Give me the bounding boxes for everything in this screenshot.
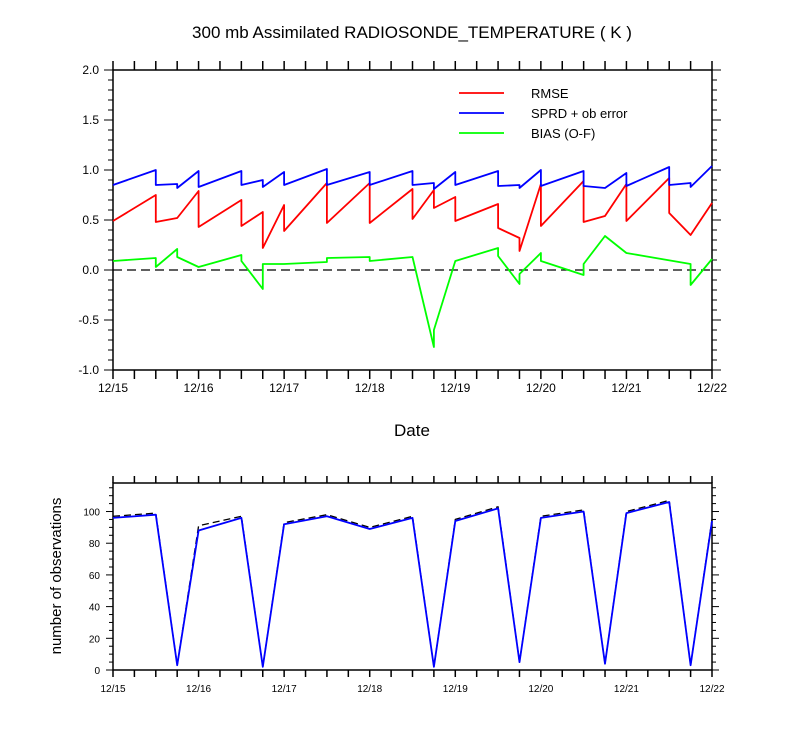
x-tick-label: 12/17 xyxy=(272,684,297,695)
series-line-rmse xyxy=(112,177,713,252)
x-tick-label: 12/20 xyxy=(526,381,556,395)
y-tick-label: 0.0 xyxy=(82,263,99,277)
x-tick-label: 12/16 xyxy=(186,684,211,695)
x-tick-label: 12/22 xyxy=(697,381,727,395)
series-line-bias-o-f xyxy=(112,235,713,348)
x-tick-label: 12/18 xyxy=(355,381,385,395)
y-tick-label: 1.0 xyxy=(82,163,99,177)
y-tick-label: 20 xyxy=(89,634,101,645)
legend-label: SPRD + ob error xyxy=(531,106,628,121)
y-tick-label: 2.0 xyxy=(82,63,99,77)
x-tick-label: 12/19 xyxy=(443,684,468,695)
y-tick-label: -1.0 xyxy=(78,363,99,377)
y-axis-label: number of observations xyxy=(48,498,65,655)
legend: RMSE SPRD + ob error BIAS (O-F) xyxy=(459,86,628,141)
series-line-sprd-ob-error xyxy=(112,165,713,190)
bottom-x-ticks xyxy=(112,476,713,677)
legend-label: BIAS (O-F) xyxy=(531,126,595,141)
x-tick-label: 12/15 xyxy=(100,684,125,695)
x-tick-label: 12/19 xyxy=(440,381,470,395)
y-tick-label: 1.5 xyxy=(82,113,99,127)
y-tick-label: -0.5 xyxy=(78,313,99,327)
bottom-panel: number of observations 12/15 12/16 12/17 12… xyxy=(48,476,725,695)
y-tick-label: 0 xyxy=(94,666,100,677)
top-y-ticks xyxy=(104,69,721,371)
chart-title: 300 mb Assimilated RADIOSONDE_TEMPERATUR… xyxy=(192,23,632,42)
series-line-observations-used xyxy=(112,501,713,668)
x-tick-label: 12/21 xyxy=(611,381,641,395)
x-tick-label: 12/17 xyxy=(269,381,299,395)
bottom-plot-frame xyxy=(112,482,713,671)
y-tick-label: 100 xyxy=(83,508,100,519)
x-tick-label: 12/21 xyxy=(614,684,639,695)
legend-label: RMSE xyxy=(531,86,569,101)
y-tick-label: 60 xyxy=(89,571,101,582)
series-line-observations-possible xyxy=(112,499,713,668)
x-axis-label: Date xyxy=(394,421,430,440)
y-tick-label: 80 xyxy=(89,539,101,550)
x-tick-label: 12/18 xyxy=(357,684,382,695)
bottom-y-ticks xyxy=(106,487,719,671)
x-tick-label: 12/16 xyxy=(184,381,214,395)
y-tick-label: 0.5 xyxy=(82,213,99,227)
x-tick-label: 12/20 xyxy=(528,684,553,695)
x-tick-label: 12/22 xyxy=(699,684,724,695)
x-tick-label: 12/15 xyxy=(98,381,128,395)
top-panel: Date 12/15 12/16 12/17 12/18 12/19 12/20 12/21… xyxy=(78,61,727,440)
top-x-ticks xyxy=(112,61,713,379)
y-tick-label: 40 xyxy=(89,603,101,614)
